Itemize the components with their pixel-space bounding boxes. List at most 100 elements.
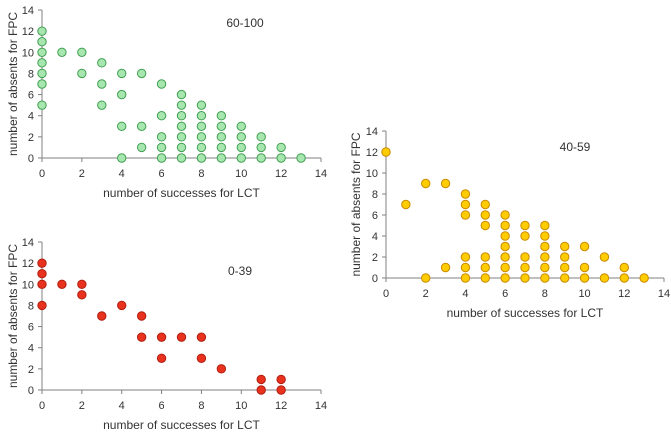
data-point	[460, 252, 471, 262]
y-tick-label: 10	[22, 47, 34, 59]
x-tick-label: 2	[423, 288, 429, 300]
data-point	[500, 273, 510, 283]
data-point	[176, 332, 187, 342]
data-point	[619, 262, 629, 273]
y-tick-label: 12	[366, 147, 378, 159]
data-point	[540, 231, 550, 241]
data-point	[560, 252, 570, 262]
y-tick-label: 12	[22, 258, 34, 270]
data-point	[460, 199, 471, 210]
data-point	[77, 290, 87, 300]
data-point	[560, 273, 570, 283]
data-point	[500, 262, 510, 273]
data-point	[97, 58, 107, 68]
x-tick-label: 2	[79, 168, 85, 180]
y-tick-label: 0	[372, 273, 378, 285]
data-point	[276, 374, 286, 385]
data-point	[196, 142, 207, 153]
data-point	[77, 279, 87, 289]
data-point	[579, 241, 590, 252]
data-point	[480, 220, 490, 231]
data-point	[421, 178, 431, 189]
data-point	[196, 111, 207, 121]
data-point	[196, 121, 207, 131]
data-point	[520, 273, 530, 283]
x-tick-label: 4	[462, 288, 468, 300]
data-point	[256, 153, 266, 163]
data-point	[176, 132, 187, 142]
y-tick-label: 2	[28, 364, 34, 376]
y-axis-title: number of absents for FPC	[349, 132, 363, 276]
data-point	[196, 332, 207, 342]
data-point	[256, 132, 266, 142]
data-point	[256, 385, 266, 395]
data-point	[540, 252, 550, 262]
x-tick-label: 12	[275, 168, 287, 180]
data-point	[500, 252, 510, 262]
data-point	[37, 100, 47, 110]
x-tick-label: 14	[315, 168, 327, 180]
data-point	[579, 273, 590, 283]
data-point	[236, 153, 246, 163]
x-tick-label: 2	[79, 400, 85, 412]
data-point	[381, 147, 391, 157]
data-point	[37, 26, 47, 36]
data-point	[117, 153, 127, 163]
data-point	[460, 189, 471, 199]
data-point	[480, 199, 490, 210]
data-point	[216, 121, 227, 131]
x-tick-label: 0	[39, 400, 45, 412]
y-tick-label: 6	[28, 90, 34, 102]
chart-panel-yellow: 0 2 4 6 8 10 12 14 0 2 4 6 8 10 12 14 number of successe…	[349, 126, 670, 320]
y-tick-label: 6	[372, 210, 378, 222]
x-tick-label: 4	[119, 168, 125, 180]
y-tick-label: 2	[28, 132, 34, 144]
data-point	[117, 68, 127, 79]
data-point	[440, 178, 451, 189]
data-point	[156, 142, 167, 153]
data-point	[216, 364, 227, 374]
y-tick-label: 12	[22, 26, 34, 38]
data-point	[500, 220, 510, 231]
data-point	[540, 241, 550, 252]
data-point	[97, 100, 107, 110]
data-point	[599, 273, 610, 283]
data-point	[77, 68, 87, 79]
chart-panel-green: 0 2 4 6 8 10 12 14 0 2 4 6 8 10 12 14 number of successe…	[6, 5, 327, 200]
data-point	[37, 37, 47, 47]
data-point	[619, 273, 629, 283]
data-point	[57, 47, 67, 57]
data-point	[520, 220, 530, 231]
data-point	[276, 385, 286, 395]
data-point	[276, 153, 286, 163]
data-point	[37, 279, 47, 289]
x-tick-label: 8	[198, 400, 204, 412]
data-point	[560, 241, 570, 252]
y-tick-label: 14	[22, 237, 34, 249]
y-tick-label: 10	[22, 279, 34, 291]
y-tick-label: 8	[28, 68, 34, 80]
data-point	[136, 311, 147, 321]
data-point	[236, 142, 246, 153]
x-axis-title: number of successes for LCT	[103, 186, 260, 200]
x-tick-label: 6	[159, 168, 165, 180]
y-tick-label: 10	[366, 168, 378, 180]
data-point	[176, 89, 187, 100]
data-point	[156, 332, 167, 342]
x-tick-label: 10	[578, 288, 590, 300]
data-point	[520, 262, 530, 273]
x-tick-label: 10	[235, 400, 247, 412]
data-point	[500, 231, 510, 241]
data-point	[37, 269, 47, 279]
y-tick-label: 8	[372, 189, 378, 201]
data-point	[37, 47, 47, 57]
y-tick-label: 14	[366, 126, 378, 138]
data-point	[216, 111, 227, 121]
data-point	[500, 241, 510, 252]
y-tick-label: 0	[28, 385, 34, 397]
data-point	[37, 79, 47, 89]
x-tick-label: 8	[542, 288, 548, 300]
x-tick-label: 4	[119, 400, 125, 412]
data-point	[480, 273, 490, 283]
x-tick-label: 6	[159, 400, 165, 412]
